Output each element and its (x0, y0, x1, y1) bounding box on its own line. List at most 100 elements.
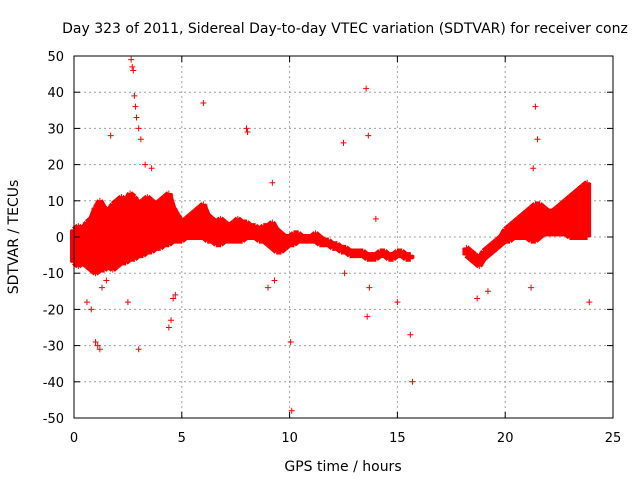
outlier-point (372, 215, 379, 222)
data-trace (97, 199, 107, 210)
outlier-point (135, 346, 142, 353)
x-tick-label: 20 (497, 431, 514, 446)
data-trace (283, 241, 292, 251)
y-tick-label: -50 (43, 412, 64, 427)
data-trace (244, 220, 253, 229)
outlier-point (269, 179, 276, 186)
x-tick-label: 15 (389, 431, 406, 446)
outlier-point (107, 132, 114, 139)
x-tick-label: 0 (70, 431, 78, 446)
data-trace (537, 202, 546, 211)
data-trace (132, 252, 141, 262)
data-trace (317, 234, 327, 243)
data-trace (274, 227, 283, 236)
data-trace (102, 263, 111, 272)
data-trace (210, 216, 219, 225)
outlier-point (170, 295, 177, 302)
y-tick-label: 40 (47, 86, 64, 101)
data-trace (391, 252, 400, 262)
data-trace (158, 241, 167, 251)
data-trace (93, 267, 102, 276)
outlier-point (142, 161, 149, 168)
data-trace (464, 245, 473, 254)
data-trace (145, 194, 154, 204)
data-trace (296, 231, 305, 240)
outlier-point (271, 277, 278, 284)
outlier-point (96, 346, 103, 353)
data-trace (279, 245, 288, 254)
outlier-point (530, 165, 537, 172)
data-trace (165, 192, 177, 209)
data-trace (149, 198, 158, 207)
outlier-point (200, 100, 207, 107)
axis-ticks (73, 55, 614, 419)
outlier-point (244, 129, 251, 136)
outlier-point (484, 288, 491, 295)
outlier-point (135, 125, 142, 132)
data-trace (149, 245, 158, 254)
outlier-point (265, 284, 272, 291)
data-trace (222, 220, 232, 229)
data-trace (269, 220, 280, 232)
outlier-point (92, 338, 99, 345)
data-trace (291, 238, 301, 247)
data-trace (200, 203, 211, 217)
outlier-point (407, 331, 414, 338)
outlier-point (288, 407, 295, 414)
data-trace (481, 252, 490, 262)
outlier-point (474, 295, 481, 302)
outlier-point (148, 165, 155, 172)
data-points (70, 56, 593, 414)
y-tick-label: -40 (43, 376, 64, 391)
data-trace (507, 234, 516, 243)
y-tick-label: 20 (47, 159, 64, 174)
outlier-point (534, 136, 541, 143)
data-trace (468, 249, 477, 258)
y-tick-label: -10 (43, 267, 64, 282)
data-trace (490, 245, 499, 254)
outlier-point (243, 125, 250, 132)
data-trace (313, 231, 322, 240)
data-trace (486, 249, 495, 258)
data-trace (115, 260, 124, 269)
outlier-point (129, 63, 136, 70)
y-tick-label: 50 (47, 50, 64, 65)
data-trace (170, 206, 181, 217)
outlier-point (94, 342, 101, 349)
y-tick-label: 10 (47, 195, 64, 210)
outlier-point (137, 136, 144, 143)
outlier-point (168, 317, 175, 324)
y-tick-label: -20 (43, 303, 64, 318)
outlier-point (532, 103, 539, 110)
data-trace (373, 252, 383, 262)
data-trace (476, 257, 487, 268)
outlier-point (340, 139, 347, 146)
data-trace (205, 212, 214, 222)
data-point (584, 179, 591, 186)
outlier-point (131, 92, 138, 99)
y-tick-label: 0 (56, 231, 64, 246)
outlier-point (364, 313, 371, 320)
data-trace (279, 231, 288, 240)
outlier-point (341, 270, 348, 277)
data-trace (218, 216, 227, 225)
data-trace (179, 234, 189, 243)
outlier-point (132, 103, 139, 110)
data-trace (110, 263, 120, 272)
outlier-point (409, 378, 416, 385)
outlier-point (165, 324, 172, 331)
outlier-point (363, 85, 370, 92)
outlier-point (99, 284, 106, 291)
data-trace (235, 216, 245, 225)
x-tick-label: 10 (281, 431, 298, 446)
outlier-point (130, 67, 137, 74)
data-trace (253, 223, 262, 233)
x-axis-label: GPS time / hours (284, 459, 401, 475)
outlier-point (128, 56, 135, 63)
data-trace (533, 234, 542, 243)
data-trace (537, 231, 546, 240)
outlier-point (528, 284, 535, 291)
x-tick-label: 25 (605, 431, 622, 446)
data-point (584, 234, 591, 240)
